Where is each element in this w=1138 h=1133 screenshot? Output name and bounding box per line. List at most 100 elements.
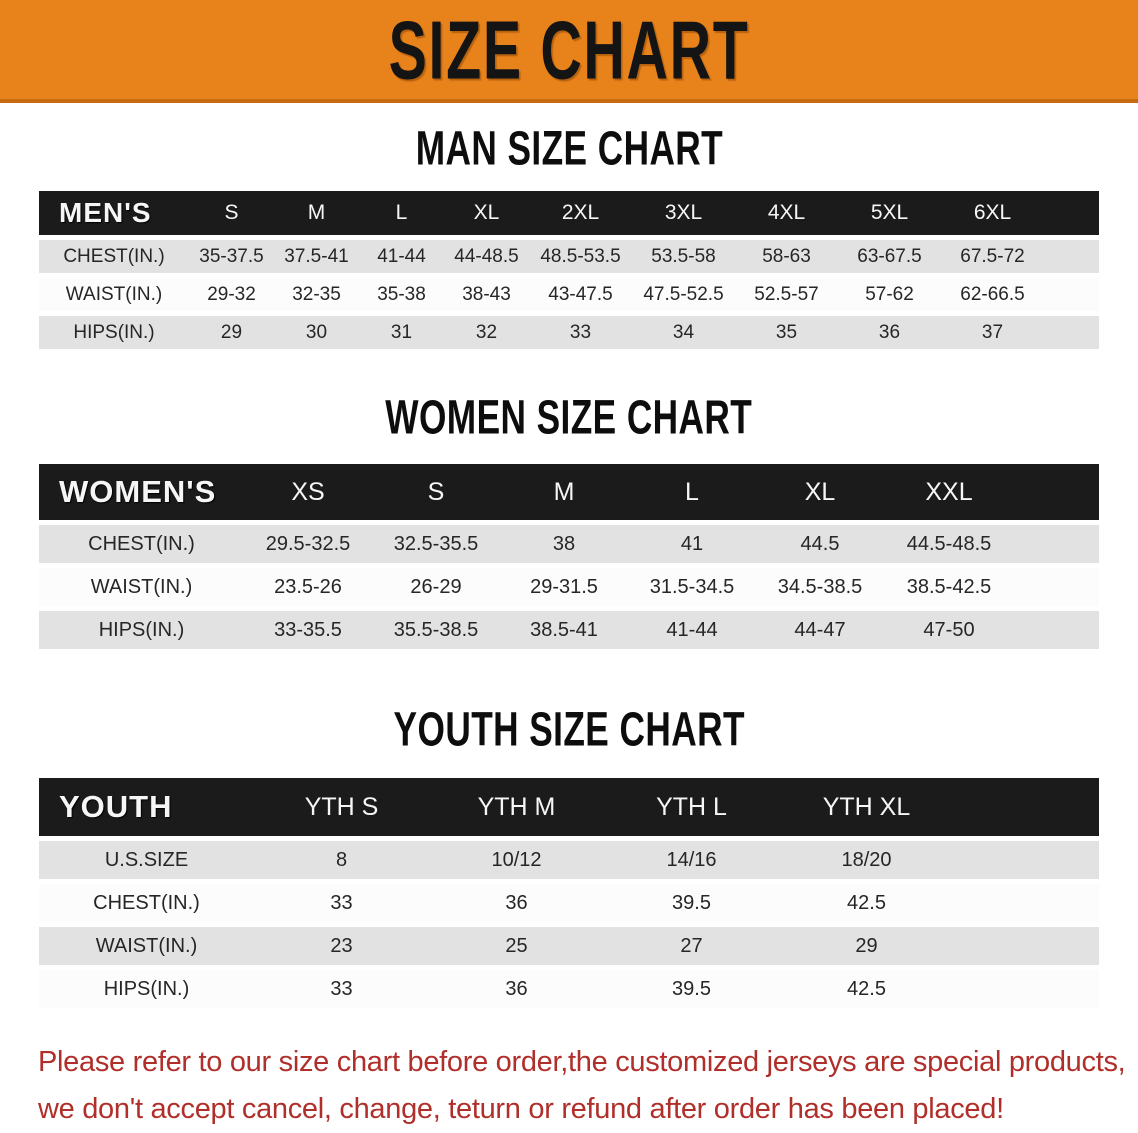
data-cell: 38.5-41 [500, 611, 628, 649]
data-cell: 43-47.5 [529, 278, 632, 311]
women-section-title: WOMEN SIZE CHART [0, 391, 1138, 445]
column-header-cell: YTH XL [779, 778, 954, 836]
header-row: WOMEN'S XS S M L XL XXL [39, 464, 1099, 520]
table-row: HIPS(IN.) 29 30 31 32 33 34 35 36 37 [39, 316, 1099, 349]
data-cell: 53.5-58 [632, 240, 735, 273]
row-label-cell: U.S.SIZE [39, 841, 254, 879]
data-cell: 52.5-57 [735, 278, 838, 311]
data-cell: 33 [254, 884, 429, 922]
women-size-table: WOMEN'S XS S M L XL XXL CHEST(IN.) 29.5-32.5 32.5… [39, 459, 1099, 654]
column-header-cell: S [372, 464, 500, 520]
row-label-cell: WAIST(IN.) [39, 568, 244, 606]
row-spacer-cell [954, 970, 1099, 1008]
table-row: WAIST(IN.) 29-32 32-35 35-38 38-43 43-47.5 47.… [39, 278, 1099, 311]
youth-size-table: YOUTH YTH S YTH M YTH L YTH XL U.S.SIZE 8 10/12… [39, 773, 1099, 1013]
data-cell: 37.5-41 [274, 240, 359, 273]
data-cell: 34.5-38.5 [756, 568, 884, 606]
column-header-cell: 3XL [632, 191, 735, 235]
column-header-cell: M [274, 191, 359, 235]
data-cell: 29 [779, 927, 954, 965]
column-header-cell: YTH L [604, 778, 779, 836]
disclaimer-line-1: Please refer to our size chart before or… [38, 1046, 1126, 1078]
row-spacer-cell [1014, 568, 1099, 606]
data-cell: 33-35.5 [244, 611, 372, 649]
data-cell: 33 [254, 970, 429, 1008]
column-header-cell: XXL [884, 464, 1014, 520]
column-header-cell: 6XL [941, 191, 1044, 235]
youth-section-title: YOUTH SIZE CHART [0, 703, 1138, 757]
row-label-cell: CHEST(IN.) [39, 240, 189, 273]
data-cell: 44-48.5 [444, 240, 529, 273]
data-cell: 35-38 [359, 278, 444, 311]
data-cell: 23 [254, 927, 429, 965]
header-row: MEN'S S M L XL 2XL 3XL 4XL 5XL 6XL [39, 191, 1099, 235]
column-header-cell: 2XL [529, 191, 632, 235]
column-header-cell: L [628, 464, 756, 520]
data-cell: 58-63 [735, 240, 838, 273]
column-header-cell: XS [244, 464, 372, 520]
data-cell: 38 [500, 525, 628, 563]
data-cell: 62-66.5 [941, 278, 1044, 311]
row-spacer-cell [954, 884, 1099, 922]
banner-title: SIZE CHART [388, 3, 750, 96]
row-spacer-cell [1014, 611, 1099, 649]
data-cell: 31.5-34.5 [628, 568, 756, 606]
row-spacer-cell [1044, 240, 1099, 273]
row-spacer-cell [1044, 316, 1099, 349]
table-row: CHEST(IN.) 33 36 39.5 42.5 [39, 884, 1099, 922]
row-label-cell: HIPS(IN.) [39, 970, 254, 1008]
data-cell: 32-35 [274, 278, 359, 311]
disclaimer-text: Please refer to our size chart before or… [38, 1039, 1126, 1133]
data-cell: 47.5-52.5 [632, 278, 735, 311]
data-cell: 39.5 [604, 884, 779, 922]
disclaimer-line-2: we don't accept cancel, change, teturn o… [38, 1092, 1004, 1125]
column-header-cell: M [500, 464, 628, 520]
data-cell: 67.5-72 [941, 240, 1044, 273]
men-size-table: MEN'S S M L XL 2XL 3XL 4XL 5XL 6XL CHEST(IN.) 35-37… [39, 186, 1099, 354]
data-cell: 30 [274, 316, 359, 349]
row-label-cell: HIPS(IN.) [39, 316, 189, 349]
column-header-cell: S [189, 191, 274, 235]
data-cell: 35.5-38.5 [372, 611, 500, 649]
column-header-cell: L [359, 191, 444, 235]
table-row: HIPS(IN.) 33 36 39.5 42.5 [39, 970, 1099, 1008]
table-row: CHEST(IN.) 35-37.5 37.5-41 41-44 44-48.5 48.5… [39, 240, 1099, 273]
row-spacer-cell [1014, 525, 1099, 563]
table-row: WAIST(IN.) 23.5-26 26-29 29-31.5 31.5-34.5 34… [39, 568, 1099, 606]
column-header-cell: 5XL [838, 191, 941, 235]
column-header-cell: 4XL [735, 191, 838, 235]
column-header-cell: XL [756, 464, 884, 520]
data-cell: 8 [254, 841, 429, 879]
data-cell: 33 [529, 316, 632, 349]
data-cell: 32 [444, 316, 529, 349]
data-cell: 41-44 [359, 240, 444, 273]
data-cell: 35 [735, 316, 838, 349]
row-spacer-cell [954, 927, 1099, 965]
data-cell: 44.5 [756, 525, 884, 563]
data-cell: 36 [838, 316, 941, 349]
column-header-cell: YTH S [254, 778, 429, 836]
data-cell: 23.5-26 [244, 568, 372, 606]
column-header-cell: YTH M [429, 778, 604, 836]
data-cell: 26-29 [372, 568, 500, 606]
row-label-cell: WAIST(IN.) [39, 927, 254, 965]
data-cell: 14/16 [604, 841, 779, 879]
data-cell: 34 [632, 316, 735, 349]
table-row: WAIST(IN.) 23 25 27 29 [39, 927, 1099, 965]
data-cell: 39.5 [604, 970, 779, 1008]
row-label-cell: WAIST(IN.) [39, 278, 189, 311]
data-cell: 44-47 [756, 611, 884, 649]
size-chart-banner: SIZE CHART [0, 0, 1138, 103]
header-row: YOUTH YTH S YTH M YTH L YTH XL [39, 778, 1099, 836]
table-row: HIPS(IN.) 33-35.5 35.5-38.5 38.5-41 41-44 44-… [39, 611, 1099, 649]
men-section-title-text: MAN SIZE CHART [415, 122, 723, 176]
row-label-cell: HIPS(IN.) [39, 611, 244, 649]
data-cell: 35-37.5 [189, 240, 274, 273]
column-header-cell: XL [444, 191, 529, 235]
row-label-cell: CHEST(IN.) [39, 525, 244, 563]
header-spacer-cell [1044, 191, 1099, 235]
data-cell: 31 [359, 316, 444, 349]
data-cell: 29-32 [189, 278, 274, 311]
data-cell: 29-31.5 [500, 568, 628, 606]
data-cell: 29.5-32.5 [244, 525, 372, 563]
